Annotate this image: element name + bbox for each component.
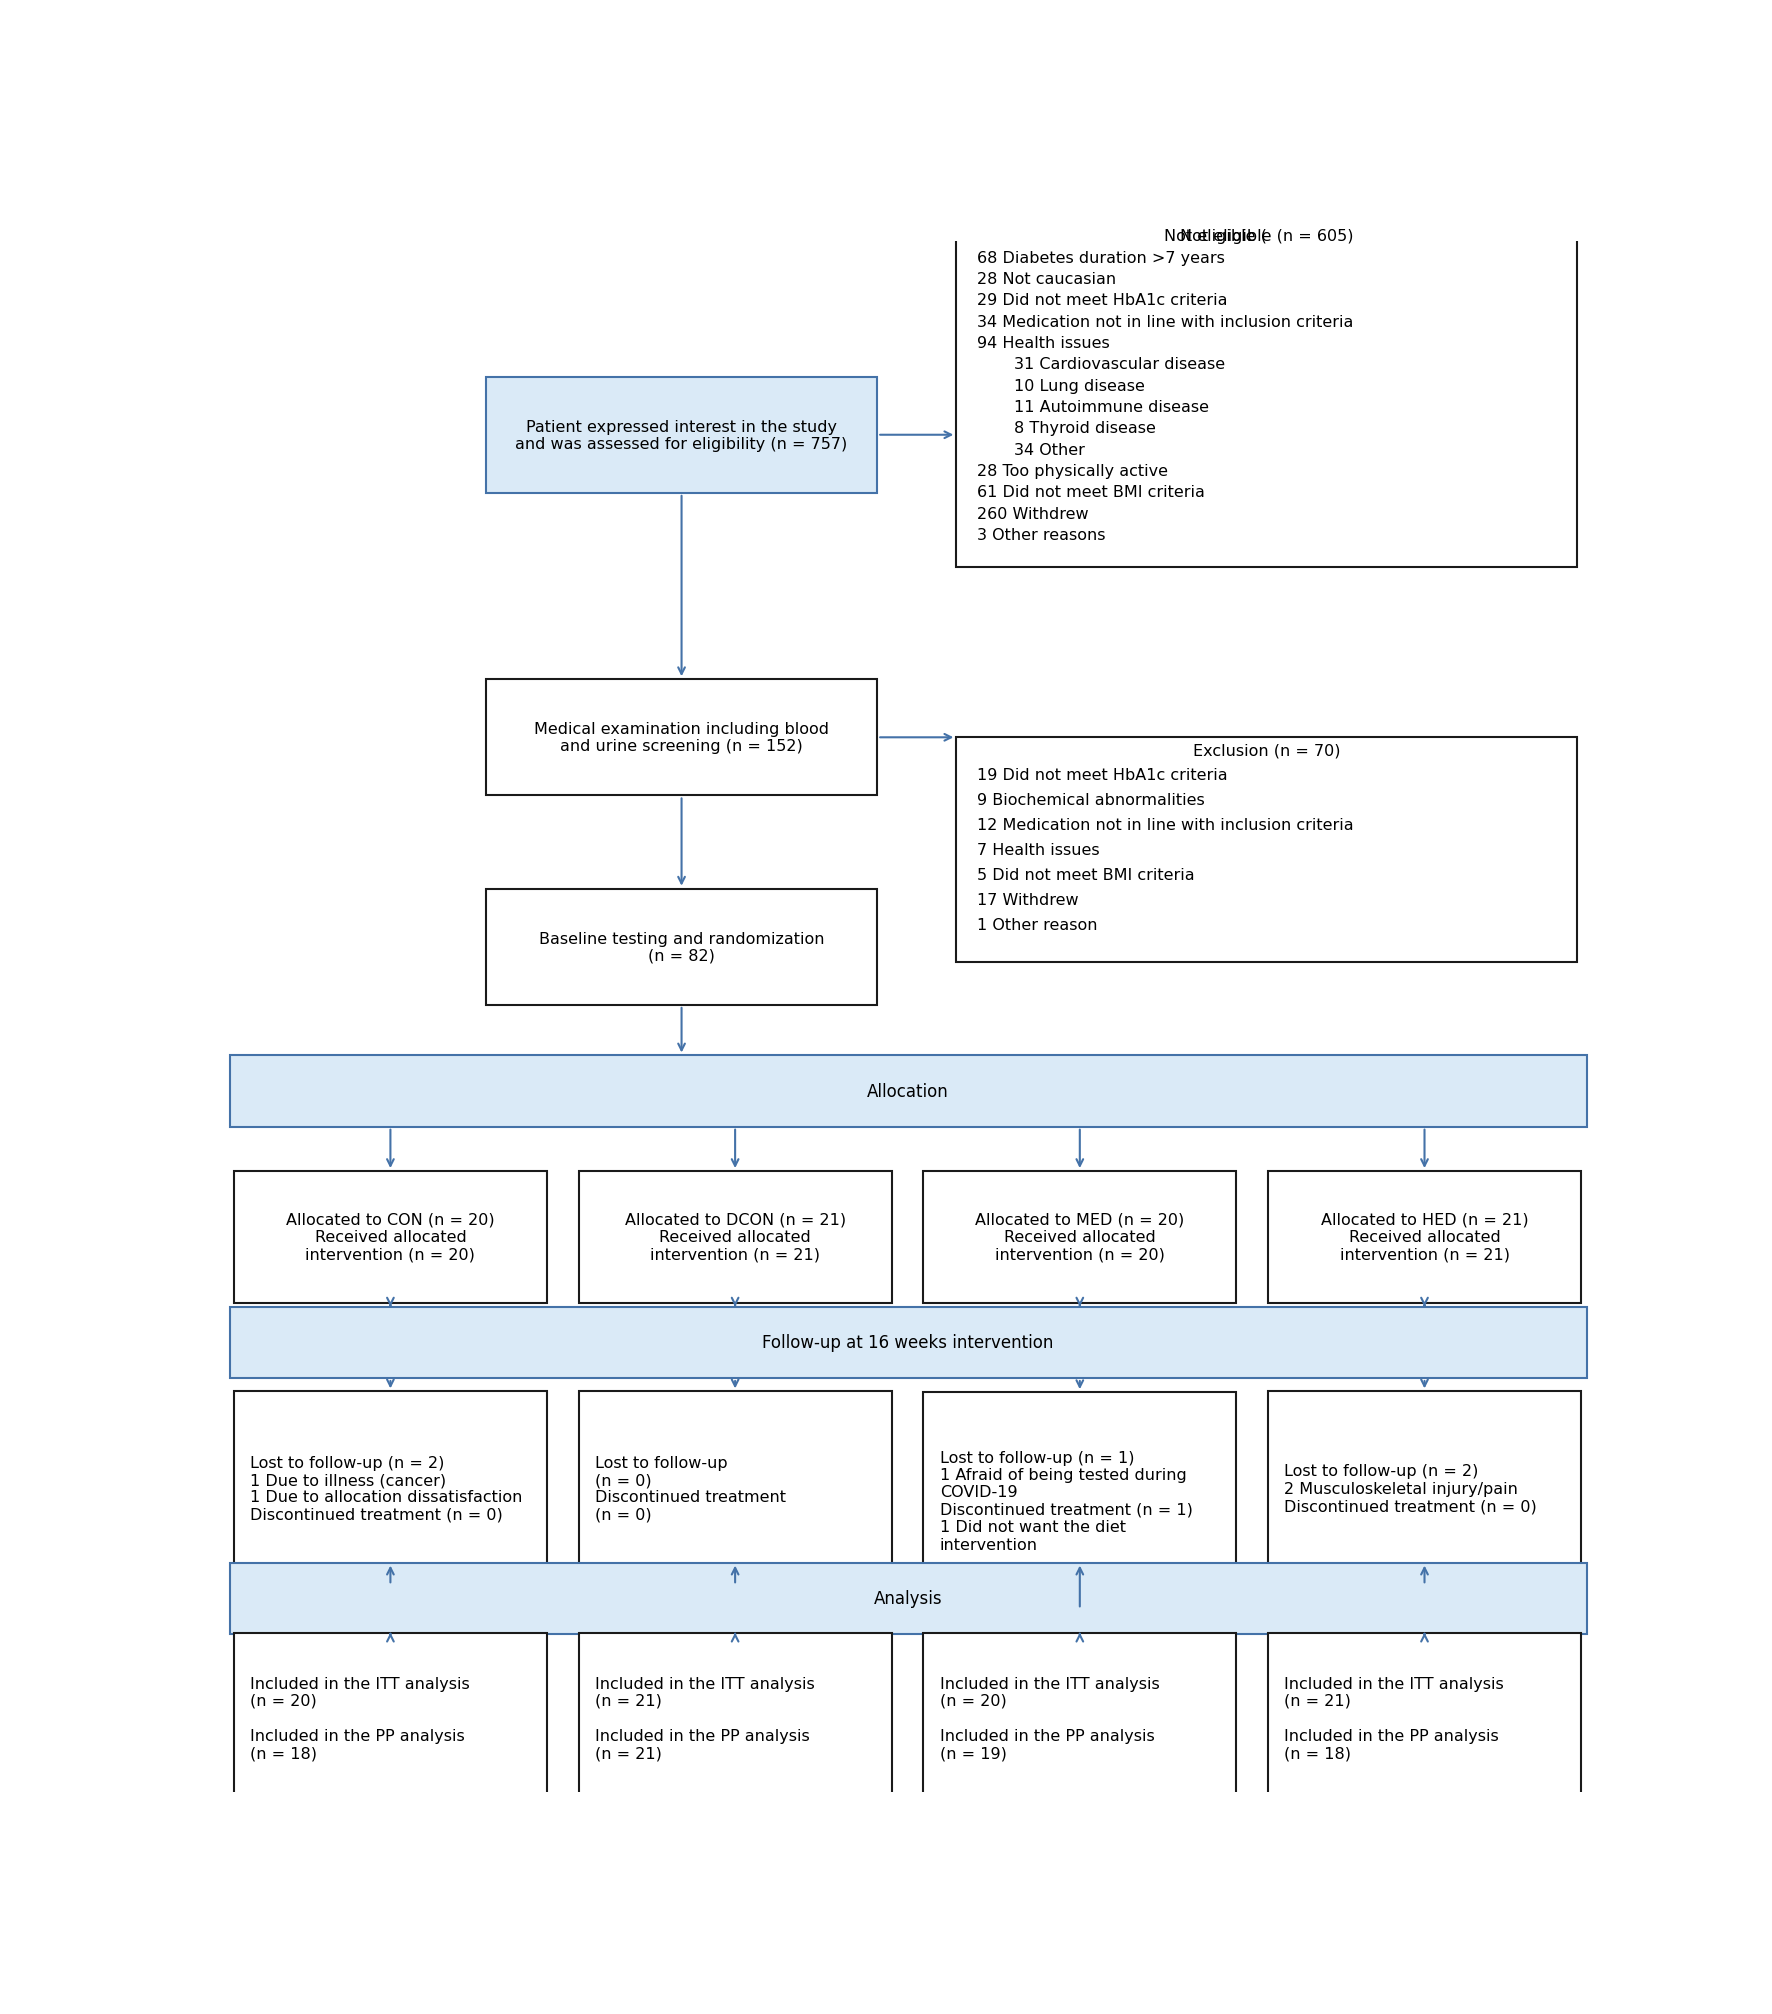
FancyBboxPatch shape: [957, 737, 1577, 963]
Text: Not eligible (: Not eligible (: [1164, 230, 1267, 244]
Text: 12 Medication not in line with inclusion criteria: 12 Medication not in line with inclusion…: [976, 818, 1354, 834]
FancyBboxPatch shape: [923, 1392, 1237, 1609]
FancyBboxPatch shape: [1269, 1172, 1581, 1303]
Text: 29 Did not meet HbA1c criteria: 29 Did not meet HbA1c criteria: [976, 294, 1228, 308]
Text: 34 Medication not in line with inclusion criteria: 34 Medication not in line with inclusion…: [976, 314, 1354, 330]
Text: 19 Did not meet HbA1c criteria: 19 Did not meet HbA1c criteria: [976, 767, 1228, 783]
FancyBboxPatch shape: [230, 1563, 1586, 1633]
Text: Included in the ITT analysis
(n = 21)

Included in the PP analysis
(n = 21): Included in the ITT analysis (n = 21) In…: [595, 1676, 815, 1760]
Text: Allocation: Allocation: [867, 1082, 950, 1100]
Text: Allocated to CON (n = 20)
Received allocated
intervention (n = 20): Allocated to CON (n = 20) Received alloc…: [285, 1212, 494, 1263]
Text: Patient expressed interest in the study
and was assessed for eligibility (n = 75: Patient expressed interest in the study …: [516, 419, 847, 451]
Text: Allocated to DCON (n = 21)
Received allocated
intervention (n = 21): Allocated to DCON (n = 21) Received allo…: [624, 1212, 845, 1263]
FancyBboxPatch shape: [923, 1172, 1237, 1303]
Text: 5 Did not meet BMI criteria: 5 Did not meet BMI criteria: [976, 868, 1194, 882]
Text: 11 Autoimmune disease: 11 Autoimmune disease: [1014, 401, 1209, 415]
Text: Lost to follow-up (n = 1)
1 Afraid of being tested during
COVID-19
Discontinued : Lost to follow-up (n = 1) 1 Afraid of be…: [939, 1450, 1193, 1553]
Text: Allocated to HED (n = 21)
Received allocated
intervention (n = 21): Allocated to HED (n = 21) Received alloc…: [1320, 1212, 1527, 1263]
FancyBboxPatch shape: [234, 1172, 548, 1303]
FancyBboxPatch shape: [234, 1633, 548, 1803]
Text: Baseline testing and randomization
(n = 82): Baseline testing and randomization (n = …: [539, 930, 824, 963]
FancyBboxPatch shape: [486, 681, 877, 796]
Text: 10 Lung disease: 10 Lung disease: [1014, 379, 1145, 393]
Text: Included in the ITT analysis
(n = 20)

Included in the PP analysis
(n = 18): Included in the ITT analysis (n = 20) In…: [250, 1676, 470, 1760]
Text: 31 Cardiovascular disease: 31 Cardiovascular disease: [1014, 356, 1224, 373]
Text: Not eligible (n = 605): Not eligible (n = 605): [1180, 230, 1354, 244]
Text: 9 Biochemical abnormalities: 9 Biochemical abnormalities: [976, 794, 1205, 808]
Text: 34 Other: 34 Other: [1014, 443, 1084, 457]
FancyBboxPatch shape: [1269, 1633, 1581, 1803]
Text: 260 Withdrew: 260 Withdrew: [976, 508, 1088, 522]
FancyBboxPatch shape: [578, 1392, 891, 1585]
FancyBboxPatch shape: [578, 1633, 891, 1803]
Text: Included in the ITT analysis
(n = 21)

Included in the PP analysis
(n = 18): Included in the ITT analysis (n = 21) In…: [1285, 1676, 1504, 1760]
FancyBboxPatch shape: [957, 226, 1577, 568]
Text: 61 Did not meet BMI criteria: 61 Did not meet BMI criteria: [976, 485, 1205, 499]
Text: 28 Too physically active: 28 Too physically active: [976, 463, 1168, 479]
Text: 1 Other reason: 1 Other reason: [976, 918, 1097, 932]
Text: 17 Withdrew: 17 Withdrew: [976, 892, 1079, 908]
Text: Analysis: Analysis: [874, 1589, 943, 1607]
FancyBboxPatch shape: [486, 888, 877, 1005]
Text: Lost to follow-up (n = 2)
2 Musculoskeletal injury/pain
Discontinued treatment (: Lost to follow-up (n = 2) 2 Musculoskele…: [1285, 1464, 1536, 1513]
Text: 7 Health issues: 7 Health issues: [976, 844, 1099, 858]
FancyBboxPatch shape: [923, 1633, 1237, 1803]
FancyBboxPatch shape: [230, 1055, 1586, 1128]
FancyBboxPatch shape: [1269, 1392, 1581, 1585]
Text: Lost to follow-up (n = 2)
1 Due to illness (cancer)
1 Due to allocation dissatis: Lost to follow-up (n = 2) 1 Due to illne…: [250, 1454, 523, 1523]
Text: Included in the ITT analysis
(n = 20)

Included in the PP analysis
(n = 19): Included in the ITT analysis (n = 20) In…: [939, 1676, 1159, 1760]
Text: Exclusion (n = 70): Exclusion (n = 70): [1193, 743, 1340, 757]
Text: 94 Health issues: 94 Health issues: [976, 336, 1109, 350]
Text: 28 Not caucasian: 28 Not caucasian: [976, 272, 1116, 286]
Text: 8 Thyroid disease: 8 Thyroid disease: [1014, 421, 1155, 437]
Text: Allocated to MED (n = 20)
Received allocated
intervention (n = 20): Allocated to MED (n = 20) Received alloc…: [975, 1212, 1184, 1263]
FancyBboxPatch shape: [486, 377, 877, 493]
Text: 3 Other reasons: 3 Other reasons: [976, 528, 1106, 544]
Text: Medical examination including blood
and urine screening (n = 152): Medical examination including blood and …: [533, 721, 829, 753]
FancyBboxPatch shape: [234, 1392, 548, 1585]
Text: Follow-up at 16 weeks intervention: Follow-up at 16 weeks intervention: [762, 1333, 1054, 1351]
FancyBboxPatch shape: [230, 1307, 1586, 1378]
FancyBboxPatch shape: [578, 1172, 891, 1303]
Text: 68 Diabetes duration >7 years: 68 Diabetes duration >7 years: [976, 250, 1224, 266]
Text: Lost to follow-up
(n = 0)
Discontinued treatment
(n = 0): Lost to follow-up (n = 0) Discontinued t…: [595, 1454, 787, 1523]
